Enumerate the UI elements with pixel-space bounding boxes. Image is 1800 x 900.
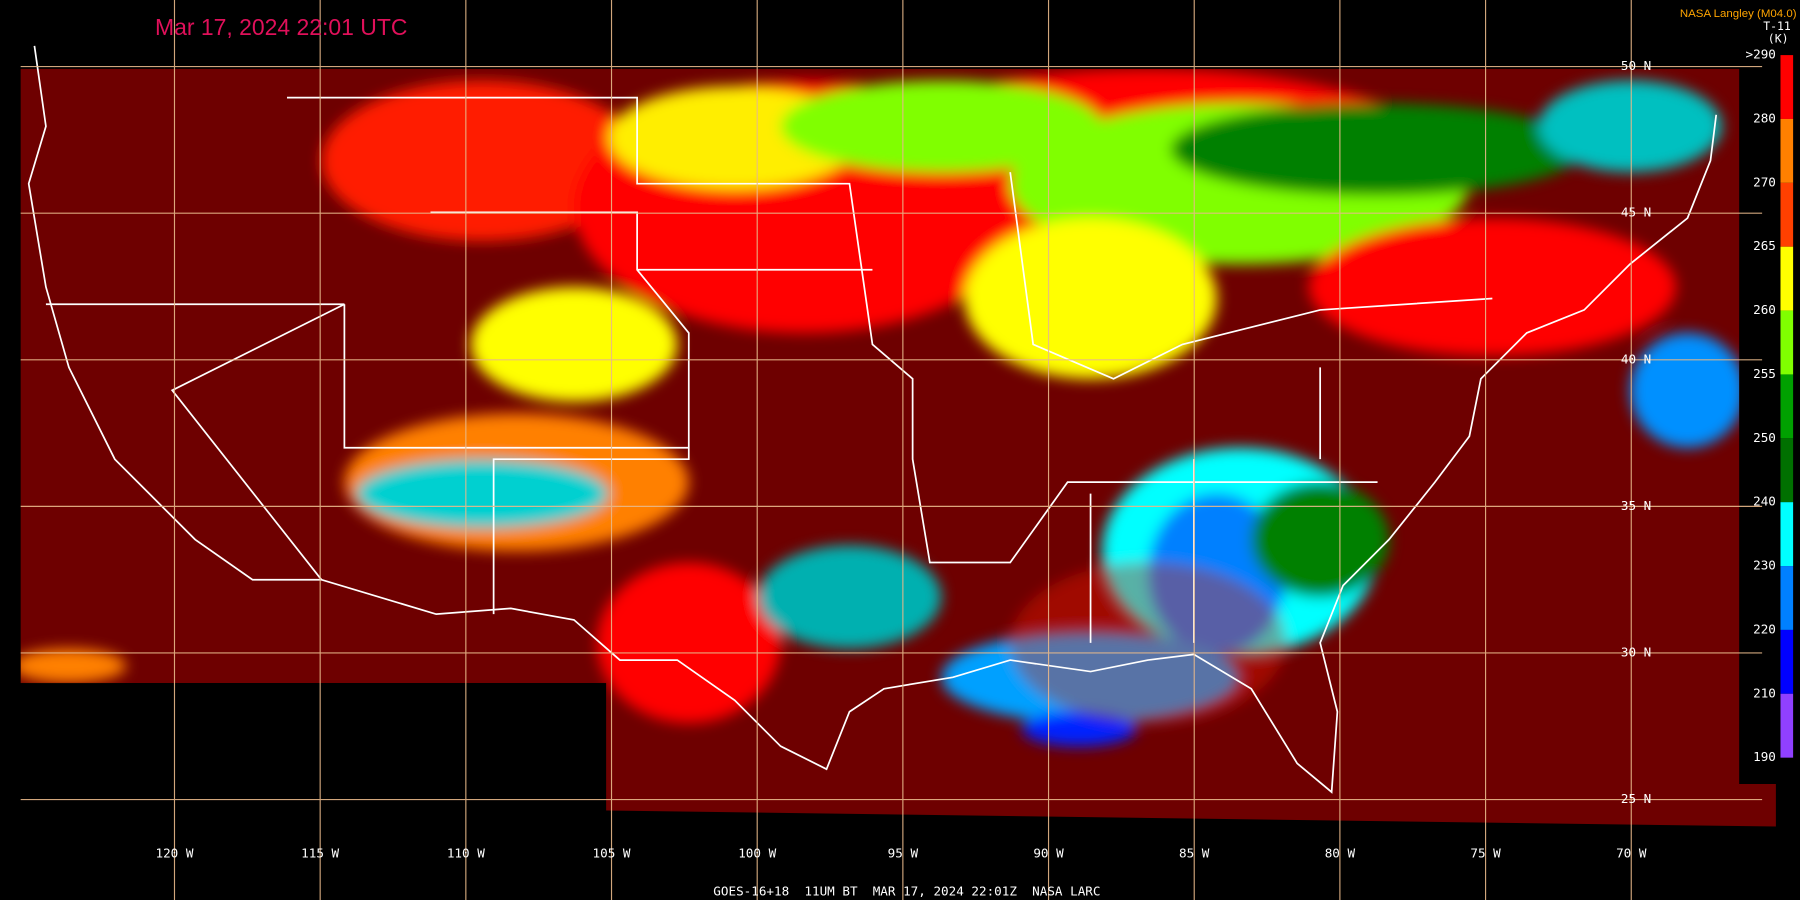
colorbar-label: 210: [1753, 685, 1776, 700]
longitude-label: 95 W: [888, 846, 919, 861]
producer-label: NASA Langley (M04.0): [1680, 8, 1797, 20]
colorbar-segment: [1780, 502, 1794, 567]
colorbar-label: 240: [1753, 494, 1776, 509]
latitude-label: 35 N: [1621, 498, 1651, 513]
colorbar-label: 250: [1753, 430, 1776, 445]
colorbar-label: 260: [1753, 302, 1776, 317]
latitude-label: 45 N: [1621, 205, 1651, 220]
colorbar-segment: [1780, 310, 1794, 375]
colorbar-segment: [1780, 629, 1794, 694]
colorbar-label: 270: [1753, 174, 1776, 189]
channel-label: T-11: [1763, 19, 1791, 33]
longitude-label: 100 W: [738, 846, 776, 861]
colorbar-label: 280: [1753, 110, 1776, 125]
colorbar-segment: [1780, 438, 1794, 503]
colorbar-label: 190: [1753, 749, 1776, 764]
colorbar-label: 220: [1753, 621, 1776, 636]
colorbar-segment: [1780, 566, 1794, 630]
footer-caption: GOES-16+18 11UM BT MAR 17, 2024 22:01Z N…: [713, 883, 1100, 898]
longitude-label: 110 W: [447, 846, 485, 861]
latitude-label: 50 N: [1621, 58, 1651, 73]
latitude-label: 30 N: [1621, 644, 1651, 659]
colorbar-segment: [1780, 693, 1794, 758]
longitude-label: 75 W: [1470, 846, 1501, 861]
colorbar-segment: [1780, 182, 1794, 247]
colorbar: >290 280 270 265 260 255 250 240 230 220 210 190: [1746, 47, 1794, 764]
longitude-label: 115 W: [301, 846, 339, 861]
longitude-label: 90 W: [1033, 846, 1064, 861]
colorbar-segment: [1780, 55, 1794, 119]
longitude-label: 70 W: [1616, 846, 1647, 861]
unit-label: (K): [1768, 32, 1789, 46]
colorbar-label: >290: [1746, 47, 1776, 62]
graticule: [20, 0, 1763, 900]
timestamp: Mar 17, 2024 22:01 UTC: [155, 14, 407, 40]
longitude-label: 120 W: [156, 846, 194, 861]
colorbar-label: 230: [1753, 558, 1776, 573]
colorbar-segment: [1780, 246, 1794, 311]
cloud-field: [20, 68, 1745, 747]
colorbar-label: 255: [1753, 366, 1776, 381]
colorbar-segment: [1780, 374, 1794, 439]
latitude-label: 25 N: [1621, 791, 1651, 806]
longitude-label: 105 W: [593, 846, 631, 861]
colorbar-segment: [1780, 118, 1794, 183]
latitude-label: 40 N: [1621, 351, 1651, 366]
colorbar-label: 265: [1753, 238, 1776, 253]
longitude-label: 85 W: [1179, 846, 1210, 861]
longitude-label: 80 W: [1325, 846, 1356, 861]
